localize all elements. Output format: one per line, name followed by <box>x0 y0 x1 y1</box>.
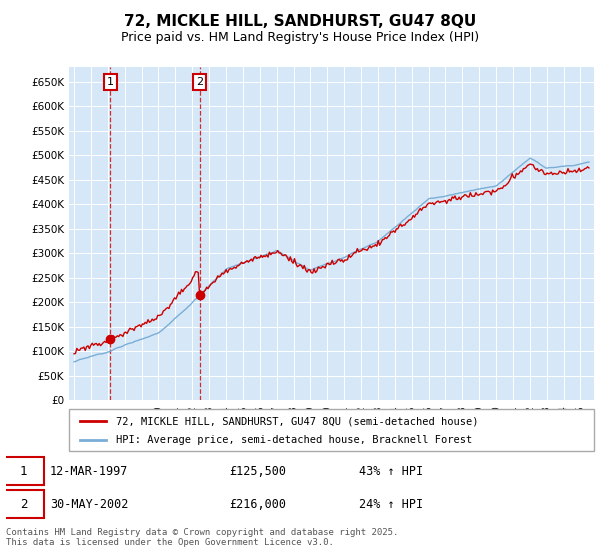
Text: 1: 1 <box>107 77 114 87</box>
Text: HPI: Average price, semi-detached house, Bracknell Forest: HPI: Average price, semi-detached house,… <box>116 435 473 445</box>
Text: 43% ↑ HPI: 43% ↑ HPI <box>359 465 423 478</box>
Text: 72, MICKLE HILL, SANDHURST, GU47 8QU (semi-detached house): 72, MICKLE HILL, SANDHURST, GU47 8QU (se… <box>116 417 479 426</box>
FancyBboxPatch shape <box>3 457 44 485</box>
Text: £125,500: £125,500 <box>229 465 286 478</box>
Text: £216,000: £216,000 <box>229 497 286 511</box>
Text: 2: 2 <box>196 77 203 87</box>
Text: Price paid vs. HM Land Registry's House Price Index (HPI): Price paid vs. HM Land Registry's House … <box>121 31 479 44</box>
Text: This data is licensed under the Open Government Licence v3.0.: This data is licensed under the Open Gov… <box>6 538 334 547</box>
FancyBboxPatch shape <box>3 490 44 518</box>
Text: 12-MAR-1997: 12-MAR-1997 <box>50 465 128 478</box>
Text: Contains HM Land Registry data © Crown copyright and database right 2025.: Contains HM Land Registry data © Crown c… <box>6 528 398 536</box>
Text: 24% ↑ HPI: 24% ↑ HPI <box>359 497 423 511</box>
Text: 2: 2 <box>20 497 28 511</box>
Text: 30-MAY-2002: 30-MAY-2002 <box>50 497 128 511</box>
FancyBboxPatch shape <box>69 409 594 451</box>
Text: 1: 1 <box>20 465 28 478</box>
Text: 72, MICKLE HILL, SANDHURST, GU47 8QU: 72, MICKLE HILL, SANDHURST, GU47 8QU <box>124 14 476 29</box>
